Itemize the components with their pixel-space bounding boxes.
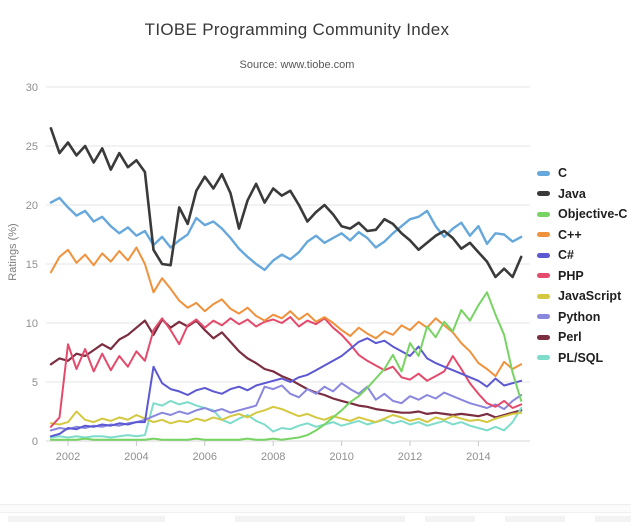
legend-label: C++ xyxy=(558,227,582,242)
bottom-section-fragment xyxy=(505,516,565,522)
legend-label: C xyxy=(558,166,568,181)
series-line-c- xyxy=(49,246,523,378)
legend-label: Java xyxy=(558,186,586,201)
legend-swatch-java xyxy=(537,191,550,197)
legend-label: PHP xyxy=(558,268,584,283)
legend-swatch-c- xyxy=(537,252,550,258)
legend-item-pl-sql[interactable]: PL/SQL xyxy=(537,348,627,369)
legend-swatch-c xyxy=(537,170,550,176)
legend-item-javascript[interactable]: JavaScript xyxy=(537,286,627,307)
bottom-section-fragment xyxy=(8,516,165,522)
legend-swatch-perl xyxy=(537,334,550,340)
chart-title: TIOBE Programming Community Index xyxy=(144,20,450,39)
y-tick-label: 10 xyxy=(26,318,38,330)
y-tick-label: 5 xyxy=(32,377,38,389)
legend-label: Objective-C xyxy=(558,207,628,222)
legend-item-perl[interactable]: Perl xyxy=(537,327,627,348)
legend-label: JavaScript xyxy=(558,289,622,304)
legend-item-c-[interactable]: C# xyxy=(537,245,627,266)
legend-item-c-[interactable]: C++ xyxy=(537,225,627,246)
legend-swatch-php xyxy=(537,273,550,279)
series-line-java xyxy=(49,127,523,279)
y-tick-label: 30 xyxy=(26,82,38,94)
legend-label: Python xyxy=(558,309,601,324)
series-line-pl-sql xyxy=(49,399,523,439)
y-tick-label: 15 xyxy=(26,259,38,271)
x-tick-label: 2006 xyxy=(193,451,217,463)
legend-item-python[interactable]: Python xyxy=(537,307,627,328)
x-tick-label: 2012 xyxy=(398,451,422,463)
legend-item-java[interactable]: Java xyxy=(537,184,627,205)
series-line-objective-c xyxy=(49,291,523,441)
legend-swatch-python xyxy=(537,314,550,320)
y-tick-label: 20 xyxy=(26,200,38,212)
chart-subtitle: Source: www.tiobe.com xyxy=(239,59,355,71)
x-tick-label: 2010 xyxy=(329,451,353,463)
bottom-section-fragment xyxy=(595,516,631,522)
y-tick-label: 25 xyxy=(26,141,38,153)
legend-label: C# xyxy=(558,248,574,263)
page-bottom-divider xyxy=(0,504,631,513)
legend-item-objective-c[interactable]: Objective-C xyxy=(537,204,627,225)
series-line-c- xyxy=(49,337,523,438)
legend-label: Perl xyxy=(558,330,582,345)
bottom-section-fragment xyxy=(235,516,405,522)
bottom-section-fragment xyxy=(425,516,475,522)
series-line-c xyxy=(49,196,523,272)
series-line-perl xyxy=(49,318,523,419)
y-tick-label: 0 xyxy=(32,436,38,448)
x-tick-label: 2008 xyxy=(261,451,285,463)
legend-swatch-pl-sql xyxy=(537,355,550,361)
legend-item-c[interactable]: C xyxy=(537,163,627,184)
series-line-php xyxy=(49,316,523,428)
legend-item-php[interactable]: PHP xyxy=(537,266,627,287)
legend-swatch-c- xyxy=(537,232,550,238)
legend-swatch-javascript xyxy=(537,293,550,299)
legend-swatch-objective-c xyxy=(537,211,550,217)
x-tick-label: 2002 xyxy=(56,451,80,463)
chart-legend: C Java Objective-C C++ C# PHP JavaScript Python… xyxy=(537,163,627,368)
series-line-javascript xyxy=(49,405,523,426)
x-tick-label: 2014 xyxy=(466,451,490,463)
x-tick-label: 2004 xyxy=(124,451,148,463)
legend-label: PL/SQL xyxy=(558,350,604,365)
